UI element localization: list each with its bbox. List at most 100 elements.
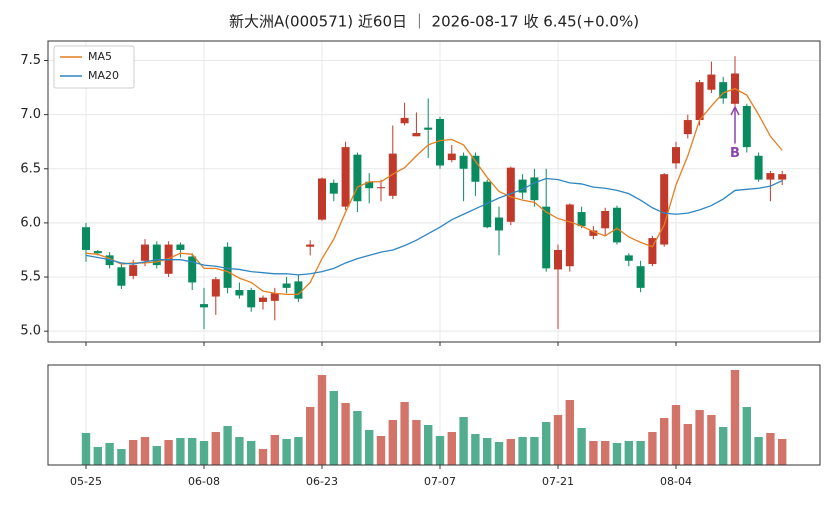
candle-body [235,290,244,296]
candle-body [400,117,409,124]
candle-body [82,227,90,250]
volume-bar [636,441,645,465]
candle-body [353,154,362,202]
candle-body [306,244,315,247]
volume-bar [494,442,504,465]
candle-body [565,204,574,267]
volume-bar [553,415,563,465]
volume-bar [483,438,492,465]
candle-body [518,179,527,193]
volume-bar [353,411,362,465]
ma-line [85,177,783,276]
candle-body [778,174,787,180]
volume-bar [341,403,350,465]
volume-frame [47,364,821,466]
volume-bar [565,400,574,465]
annotation-arrowhead [730,105,740,116]
volume-bar [778,439,787,465]
volume-bar [376,436,386,465]
volume-bar [424,425,433,465]
volume-bar [282,439,291,465]
volume-bar [329,391,338,465]
volume-bar [306,407,315,465]
candle-body [223,246,232,288]
volume-bar [589,441,598,465]
candle-body [424,127,433,130]
volume-bar [388,420,397,465]
volume-bar [270,435,279,465]
volume-bar [530,437,539,465]
volume-bar [294,437,303,465]
volume-bar [258,449,268,465]
candle-body [695,82,704,121]
volume-bar [648,432,657,465]
candle-body [459,155,468,169]
candle-body [754,155,763,180]
volume-bar [152,446,161,465]
volume-bar [459,417,468,465]
volume-bar [754,437,763,465]
candle-body [412,133,421,137]
candle-body [589,230,598,236]
candle-body [648,238,657,265]
x-tick-label: 07-07 [424,475,456,488]
ma-line [85,87,783,296]
volume-bar [766,433,775,465]
volume-bar [577,428,586,465]
volume-bar [683,424,692,465]
volume-bar [176,438,185,465]
volume-bar [199,441,209,465]
volume-bar [601,441,610,465]
candle-body [542,206,551,269]
candle-body [683,120,692,135]
volume-bar [105,443,114,465]
candle-body [506,167,515,222]
candle-body [377,187,385,189]
volume-bar [612,443,622,465]
volume-bar [365,430,374,465]
y-tick-label: 5.5 [20,270,41,285]
volume-bar [730,370,740,465]
y-tick-label: 6.5 [20,161,41,176]
candle-body [341,147,350,207]
candle-body [471,155,480,182]
y-tick-label: 5.0 [20,324,41,339]
volume-bar [400,402,409,465]
x-tick-label: 06-23 [306,475,338,488]
candle-body [483,181,492,228]
candle-body [707,74,716,90]
volume-bar [435,436,445,465]
candle-body [742,105,751,148]
candle-body [270,293,279,301]
candle-body [495,217,503,231]
volume-bar [719,427,728,465]
candle-body [719,82,728,99]
y-tick-label: 7.0 [20,107,41,122]
legend-label: MA20 [88,69,119,82]
candle-body [152,244,161,266]
volume-bar [81,433,91,465]
candle-body [447,153,456,161]
candle-body [247,290,256,308]
volume-bar [518,437,527,465]
candle-body [530,177,539,201]
volume-bar [624,441,633,465]
candle-body [624,255,633,261]
candle-body [766,173,775,180]
volume-bar [695,410,704,465]
volume-bar [671,405,681,465]
volume-bar [707,415,716,465]
y-tick-label: 7.5 [20,53,41,68]
candle-body [200,304,208,308]
candle-body [294,281,303,299]
candle-body [672,147,680,164]
candle-body [329,182,338,194]
x-tick-label: 08-04 [660,475,692,488]
candle-body [318,178,326,220]
candle-body [117,267,126,286]
candle-body [577,212,586,227]
volume-bar [93,447,102,465]
volume-bar [471,434,480,465]
volume-bar [542,422,551,465]
